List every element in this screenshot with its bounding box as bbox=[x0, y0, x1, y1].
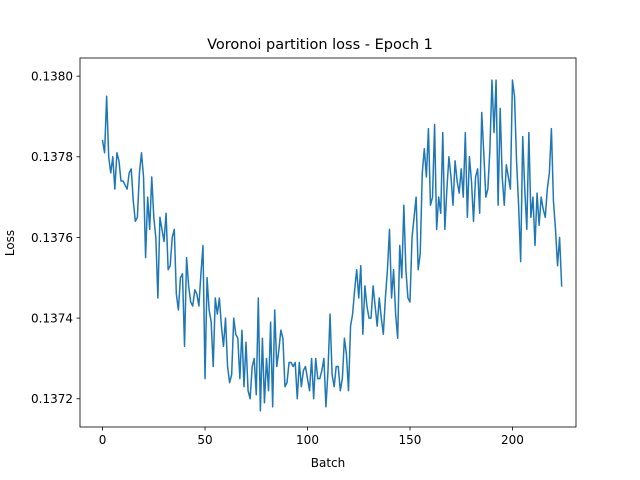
series-line bbox=[101, 79, 563, 412]
chart-title: Voronoi partition loss - Epoch 1 bbox=[207, 37, 433, 53]
y-tick-label: 0.1372 bbox=[31, 392, 73, 406]
x-tick-label: 50 bbox=[197, 433, 212, 447]
x-axis-ticks: 0 50 100 150 200 bbox=[99, 427, 524, 447]
plot-frame bbox=[79, 57, 577, 428]
x-axis-label: Batch bbox=[311, 456, 346, 470]
x-tick-label: 150 bbox=[399, 433, 422, 447]
plot-area bbox=[79, 57, 577, 428]
y-tick-label: 0.1374 bbox=[31, 311, 73, 325]
x-tick-label: 200 bbox=[501, 433, 524, 447]
x-tick-label: 0 bbox=[99, 433, 107, 447]
x-tick-label: 100 bbox=[296, 433, 319, 447]
y-axis-label: Loss bbox=[3, 230, 17, 256]
y-tick-label: 0.1376 bbox=[31, 231, 73, 245]
y-axis-ticks: 0.1372 0.1374 0.1376 0.1378 0.1380 bbox=[31, 69, 80, 406]
y-tick-label: 0.1378 bbox=[31, 150, 73, 164]
y-tick-label: 0.1380 bbox=[31, 69, 73, 83]
